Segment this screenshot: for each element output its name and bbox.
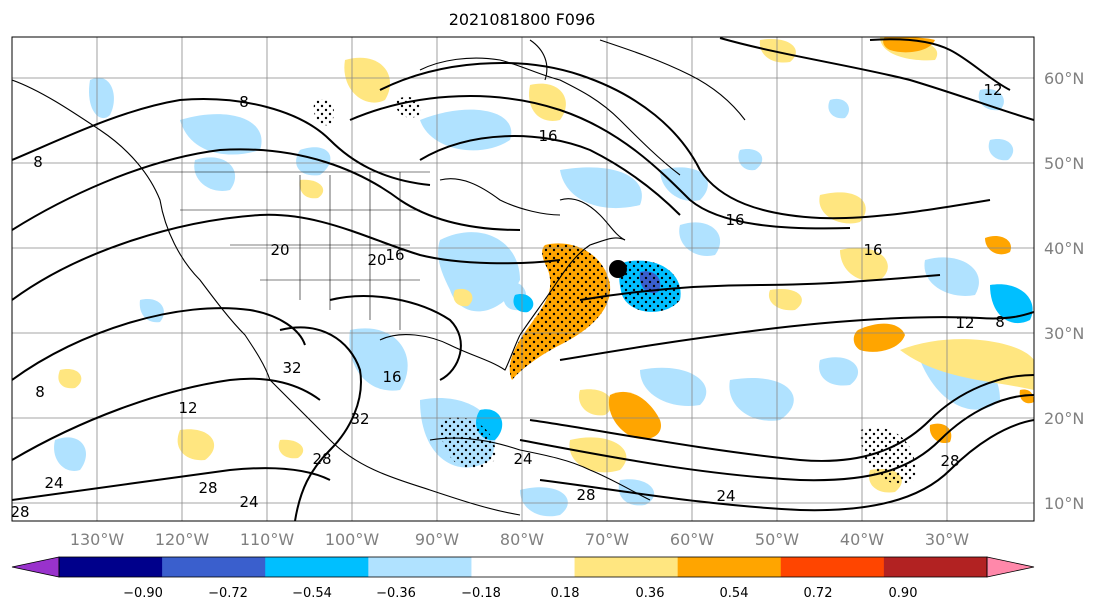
colorbar-label: 0.72 (804, 586, 833, 601)
contour-label: 24 (513, 450, 532, 468)
contour-label: 24 (44, 474, 63, 492)
contour-label: 20 (270, 241, 289, 259)
colorbar: −0.90 −0.72 −0.54 −0.36 −0.18 0.18 0.36 … (11, 556, 1035, 601)
contour-label: 28 (10, 503, 29, 521)
contour-label: 8 (239, 93, 249, 111)
colorbar-label: 0.18 (551, 586, 580, 601)
lat-label: 30°N (1044, 324, 1084, 343)
colorbar-label: −0.90 (123, 586, 163, 601)
colorbar-labels: −0.90 −0.72 −0.54 −0.36 −0.18 0.18 0.36 … (123, 586, 917, 601)
lat-label: 40°N (1044, 239, 1084, 258)
contour-label: 24 (716, 487, 735, 505)
lon-label: 110°W (240, 530, 295, 549)
contour-label: 12 (983, 81, 1002, 99)
colorbar-label: −0.54 (292, 586, 332, 601)
colorbar-extend-max (986, 556, 1035, 578)
lon-label: 50°W (755, 530, 799, 549)
contour-label: 20 (367, 251, 386, 269)
contour-label: 16 (382, 368, 401, 386)
lon-label: 130°W (70, 530, 125, 549)
lat-label: 60°N (1044, 69, 1084, 88)
latitude-labels: 60°N 50°N 40°N 30°N 20°N 10°N (1044, 69, 1084, 513)
colorbar-swatch (780, 557, 885, 577)
lon-label: 100°W (325, 530, 380, 549)
map-frame (11, 36, 1035, 522)
colorbar-extend-min (11, 556, 60, 578)
contour-label: 28 (198, 479, 217, 497)
contour-label: 8 (35, 383, 45, 401)
lon-label: 30°W (925, 530, 969, 549)
colorbar-swatch (471, 557, 576, 577)
contour-label: 28 (312, 450, 331, 468)
storm-center-marker (609, 260, 627, 278)
colorbar-swatch (59, 557, 163, 577)
colorbar-swatch (265, 557, 369, 577)
colorbar-label: −0.36 (376, 586, 416, 601)
colorbar-swatch (368, 557, 472, 577)
map-panel (12, 37, 1034, 521)
contour-label: 8 (33, 153, 43, 171)
contour-label: 16 (538, 127, 557, 145)
colorbar-swatch (162, 557, 266, 577)
lat-label: 20°N (1044, 409, 1084, 428)
contour-label: 16 (863, 241, 882, 259)
contour-labels: 8 8 8 12 12 12 16 16 16 16 16 20 20 24 2… (10, 81, 1004, 521)
contour-lines (12, 37, 1034, 521)
lon-label: 80°W (500, 530, 544, 549)
lon-label: 60°W (670, 530, 714, 549)
map-title: 2021081800 F096 (449, 10, 596, 29)
colorbar-label: 0.36 (636, 586, 665, 601)
lon-label: 70°W (585, 530, 629, 549)
colorbar-label: 0.90 (889, 586, 918, 601)
contour-label: 12 (955, 314, 974, 332)
longitude-labels: 130°W 120°W 110°W 100°W 90°W 80°W 70°W 6… (70, 530, 969, 549)
lon-label: 120°W (155, 530, 210, 549)
colorbar-frame (58, 556, 988, 578)
contour-label: 28 (576, 486, 595, 504)
contour-label: 28 (940, 452, 959, 470)
colorbar-swatches (59, 557, 988, 577)
colorbar-label: −0.72 (208, 586, 248, 601)
colorbar-swatch (677, 557, 782, 577)
colorbar-swatch (883, 557, 988, 577)
contour-label: 8 (995, 313, 1005, 331)
colorbar-label: −0.18 (461, 586, 501, 601)
contour-label: 24 (239, 493, 258, 511)
colorbar-label: 0.54 (720, 586, 749, 601)
contour-label: 16 (385, 246, 404, 264)
lat-label: 10°N (1044, 494, 1084, 513)
lon-label: 90°W (415, 530, 459, 549)
contour-label: 32 (350, 410, 369, 428)
lon-label: 40°W (840, 530, 884, 549)
graticule (12, 37, 1034, 521)
coastlines (12, 39, 746, 516)
lat-label: 50°N (1044, 154, 1084, 173)
colorbar-swatch (574, 557, 679, 577)
contour-label: 32 (282, 359, 301, 377)
contour-label: 16 (725, 211, 744, 229)
contour-label: 12 (178, 399, 197, 417)
